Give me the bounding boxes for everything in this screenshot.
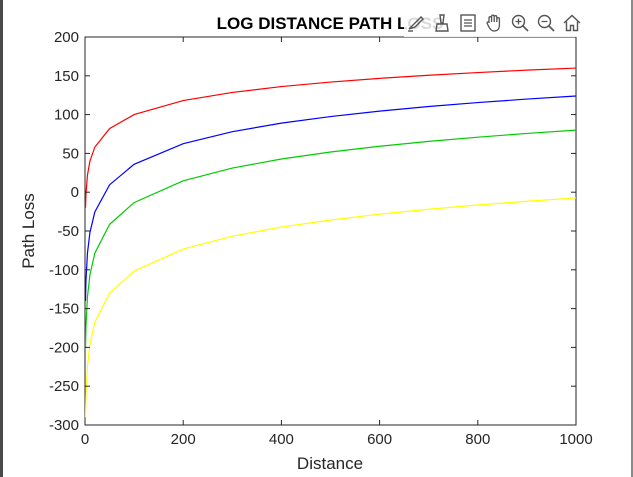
ticks-layer: 0 200 400 600 800 1000 200 150 100 50 0 -50 -100 -150… <box>49 29 593 448</box>
brush-edit-icon[interactable] <box>404 11 428 35</box>
x-tick-label: 1000 <box>559 431 592 448</box>
pan-hand-icon[interactable] <box>482 11 506 35</box>
y-tick-label: -150 <box>49 301 79 318</box>
y-axis-label: Path Loss <box>19 193 38 269</box>
series-line-1 <box>84 67 577 208</box>
series-line-4 <box>84 197 577 418</box>
lines-layer <box>84 67 577 418</box>
window-border-left <box>0 0 3 477</box>
x-tick-label: 800 <box>465 431 490 448</box>
y-tick-label: 50 <box>62 145 79 162</box>
y-tick-label: 150 <box>54 68 79 85</box>
y-tick-label: 0 <box>71 184 79 201</box>
legend-icon[interactable] <box>456 11 480 35</box>
x-tick-label: 0 <box>81 431 89 448</box>
window-border-right <box>631 0 633 477</box>
x-tick-label: 400 <box>269 431 294 448</box>
y-tick-label: -100 <box>49 262 79 279</box>
x-tick-label: 600 <box>367 431 392 448</box>
plot-area <box>84 36 577 426</box>
chart-title: LOG DISTANCE PATH LOSS <box>217 14 444 33</box>
y-tick-label: -200 <box>49 339 79 356</box>
data-cursor-icon[interactable] <box>430 11 454 35</box>
home-icon[interactable] <box>560 11 584 35</box>
zoom-in-icon[interactable] <box>508 11 532 35</box>
y-tick-label: -250 <box>49 378 79 395</box>
y-tick-label: 200 <box>54 29 79 46</box>
axes-toolbar <box>404 9 584 37</box>
zoom-out-icon[interactable] <box>534 11 558 35</box>
series-line-3 <box>84 129 577 348</box>
y-tick-label: 100 <box>54 107 79 124</box>
y-tick-label: -300 <box>49 417 79 434</box>
series-line-2 <box>84 95 577 301</box>
x-axis-label: Distance <box>297 454 363 473</box>
x-tick-label: 200 <box>171 431 196 448</box>
y-tick-label: -50 <box>57 223 79 240</box>
